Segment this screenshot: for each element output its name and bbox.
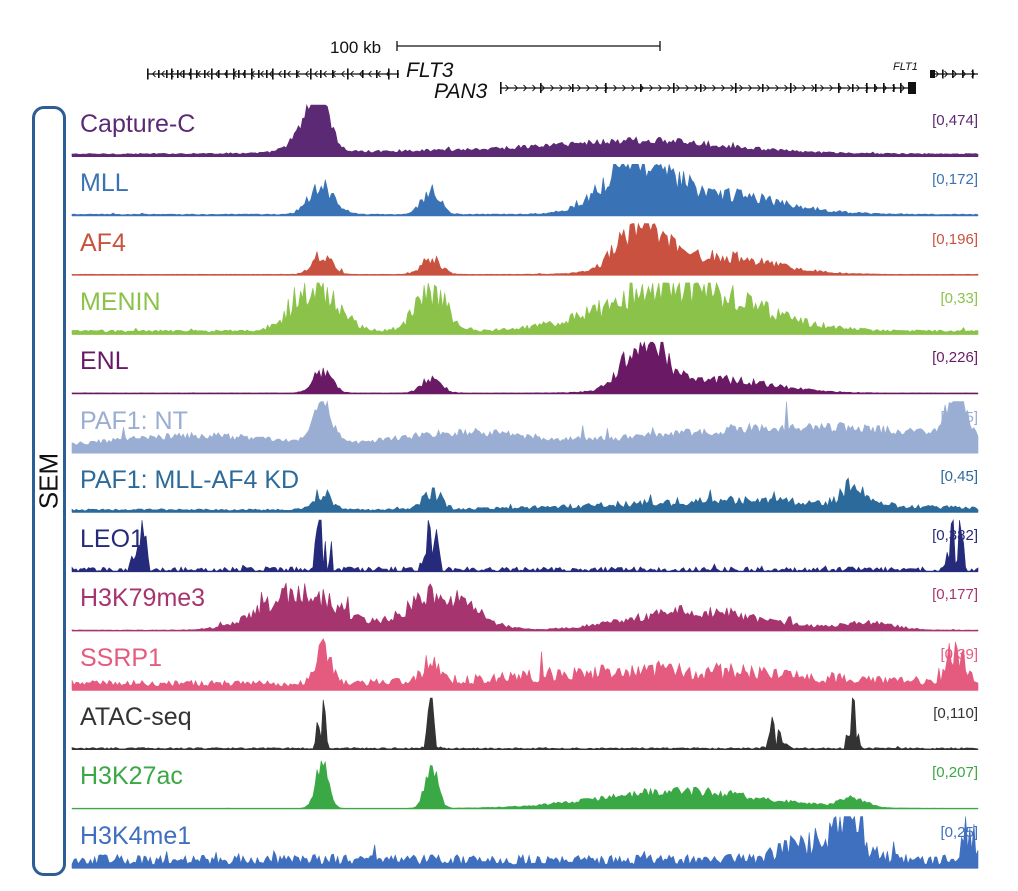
gene-label-flt3: FLT3 <box>406 59 454 82</box>
signal-tracks <box>71 103 979 869</box>
track-menin <box>71 281 979 335</box>
track-h3k27ac <box>71 760 979 810</box>
track-signal <box>71 638 979 691</box>
track-range-label: [0,39] <box>940 645 978 663</box>
track-atac-seq <box>71 697 979 750</box>
track-label: SSRP1 <box>80 643 162 672</box>
track-label: PAF1: NT <box>80 406 188 435</box>
track-signal <box>71 582 979 631</box>
track-label: ENL <box>80 347 129 376</box>
track-mll <box>71 163 979 217</box>
track-ssrp1 <box>71 638 979 691</box>
track-label: Capture-C <box>80 110 196 138</box>
track-range-label: [0,45] <box>940 408 978 426</box>
track-h3k79me3 <box>71 582 979 632</box>
track-label: LEO1 <box>80 525 144 554</box>
gene-annotation-track <box>147 41 978 94</box>
track-signal <box>71 760 979 809</box>
track-range-label: [0,474] <box>932 112 978 129</box>
scale-bar-label: 100 kb <box>330 38 382 57</box>
track-range-label: [0,382] <box>932 527 978 545</box>
track-range-label: [0,207] <box>932 764 978 782</box>
track-label: MENIN <box>80 287 161 316</box>
track-label: MLL <box>80 169 129 198</box>
track-signal <box>71 400 979 454</box>
track-signal <box>71 222 979 276</box>
track-af4 <box>71 222 979 276</box>
gene-label-flt1: FLT1 <box>893 61 918 73</box>
track-signal <box>71 163 979 216</box>
gene-model-flt3 <box>147 68 399 80</box>
track-capture-c <box>71 103 979 158</box>
track-range-label: [0,172] <box>932 171 978 189</box>
track-h3k4me1 <box>71 815 979 869</box>
track-signal <box>71 519 979 573</box>
track-signal <box>71 341 979 394</box>
track-range-label: [0,177] <box>932 586 978 604</box>
track-signal <box>71 281 979 335</box>
track-label: AF4 <box>80 228 126 257</box>
track-paf1-mll-af4-kd <box>71 477 979 513</box>
track-range-label: [0,25] <box>940 823 978 841</box>
track-label: PAF1: MLL-AF4 KD <box>80 465 300 494</box>
track-label: H3K79me3 <box>80 584 206 613</box>
track-enl <box>71 341 979 395</box>
track-range-label: [0,33] <box>940 289 978 307</box>
track-paf1-nt <box>71 400 979 454</box>
gene-model-pan3 <box>500 82 916 94</box>
track-range-label: [0,45] <box>940 467 978 485</box>
track-leo1 <box>71 519 979 573</box>
track-signal <box>71 103 979 157</box>
track-label: H3K4me1 <box>80 821 192 850</box>
track-label: H3K27ac <box>80 762 183 791</box>
sample-label: SEM <box>33 452 64 510</box>
gene-model-flt1 <box>930 69 978 79</box>
track-signal <box>71 697 979 750</box>
track-range-label: [0,226] <box>932 349 978 367</box>
track-label: ATAC-seq <box>80 703 192 731</box>
track-range-label: [0,110] <box>933 705 978 722</box>
gene-label-pan3: PAN3 <box>434 80 488 103</box>
track-signal <box>71 815 979 869</box>
sample-bracket <box>32 106 66 876</box>
track-signal <box>71 477 979 513</box>
track-range-label: [0,196] <box>932 230 978 248</box>
